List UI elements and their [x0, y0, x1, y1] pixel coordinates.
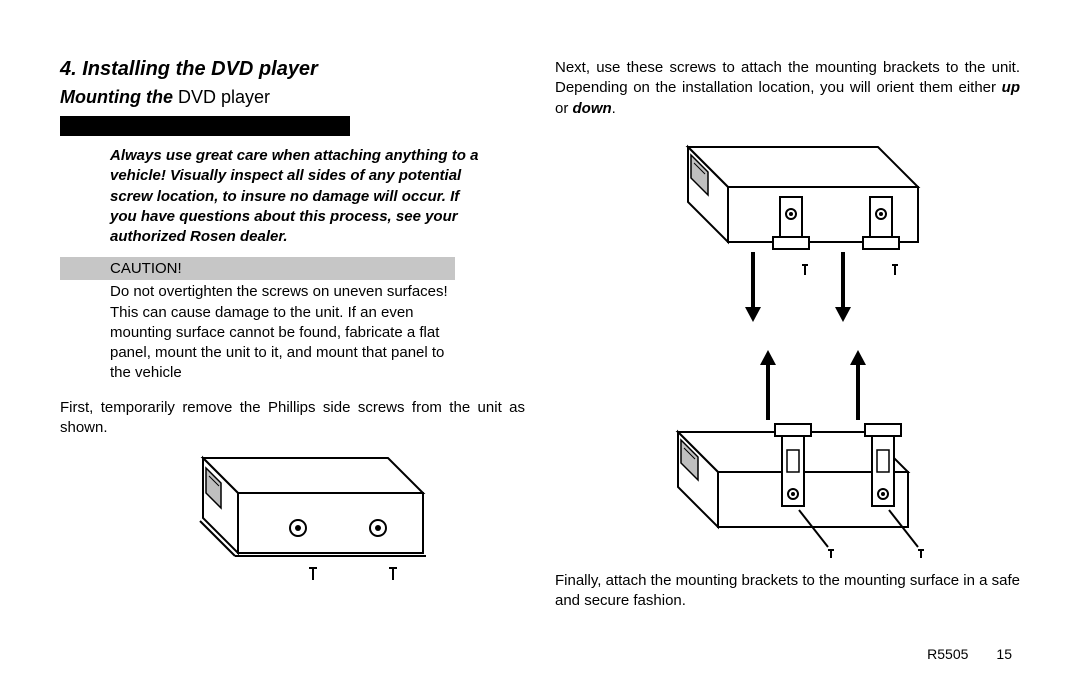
doc-id: R5505: [927, 646, 968, 662]
step-2-down: down: [573, 100, 612, 117]
arrow-up-left: [760, 350, 776, 420]
subtitle: Mounting the DVD player: [60, 87, 525, 108]
warning-text: Always use great care when attaching any…: [60, 146, 480, 247]
step-2-text: Next, use these screws to attach the mou…: [555, 58, 1020, 119]
left-column: 4. Installing the DVD player Mounting th…: [60, 58, 525, 621]
right-column: Next, use these screws to attach the mou…: [555, 58, 1020, 621]
arrow-down-left: [745, 252, 761, 322]
step-2-up: up: [1002, 79, 1020, 96]
arrow-up-right: [850, 350, 866, 420]
page: 4. Installing the DVD player Mounting th…: [60, 58, 1020, 621]
page-number: 15: [996, 646, 1012, 662]
step-2-end: .: [612, 100, 616, 117]
caution-body: Do not overtighten the screws on uneven …: [60, 282, 455, 383]
subtitle-italic: Mounting the: [60, 87, 178, 107]
diagram-brackets-up: [555, 342, 1020, 567]
subtitle-rest: DVD player: [178, 87, 270, 107]
black-bar: [60, 116, 350, 136]
diagram-remove-screws: [60, 448, 525, 603]
arrow-down-right: [835, 252, 851, 322]
diagram-brackets-down: [555, 137, 1020, 342]
step-2-or: or: [555, 100, 573, 117]
caution-label: CAUTION!: [60, 257, 455, 280]
section-title: 4. Installing the DVD player: [60, 58, 525, 81]
step-2-a: Next, use these screws to attach the mou…: [555, 59, 1020, 96]
step-1-text: First, temporarily remove the Phillips s…: [60, 398, 525, 439]
footer: R5505 15: [927, 646, 1012, 662]
step-3-text: Finally, attach the mounting brackets to…: [555, 571, 1020, 612]
